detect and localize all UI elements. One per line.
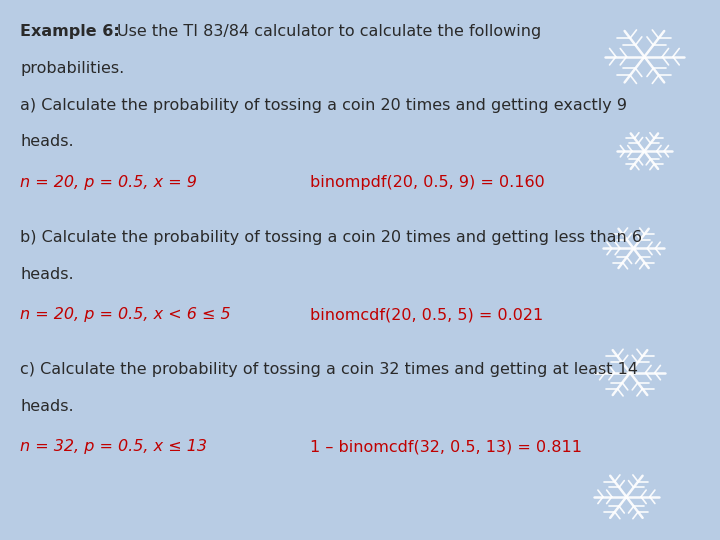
Text: binomcdf(20, 0.5, 5) = 0.021: binomcdf(20, 0.5, 5) = 0.021	[310, 307, 543, 322]
Text: binompdf(20, 0.5, 9) = 0.160: binompdf(20, 0.5, 9) = 0.160	[310, 175, 544, 190]
Text: a) Calculate the probability of tossing a coin 20 times and getting exactly 9: a) Calculate the probability of tossing …	[20, 98, 627, 113]
Text: heads.: heads.	[20, 399, 73, 414]
Text: Use the TI 83/84 calculator to calculate the following: Use the TI 83/84 calculator to calculate…	[117, 24, 541, 39]
Text: n = 32, p = 0.5, x ≤ 13: n = 32, p = 0.5, x ≤ 13	[20, 439, 207, 454]
Text: b) Calculate the probability of tossing a coin 20 times and getting less than 6: b) Calculate the probability of tossing …	[20, 230, 642, 245]
Text: n = 20, p = 0.5, x = 9: n = 20, p = 0.5, x = 9	[20, 175, 197, 190]
Text: probabilities.: probabilities.	[20, 61, 125, 76]
Text: Example 6:: Example 6:	[20, 24, 120, 39]
Text: heads.: heads.	[20, 134, 73, 150]
Text: heads.: heads.	[20, 267, 73, 282]
Text: c) Calculate the probability of tossing a coin 32 times and getting at least 14: c) Calculate the probability of tossing …	[20, 362, 638, 377]
Text: 1 – binomcdf(32, 0.5, 13) = 0.811: 1 – binomcdf(32, 0.5, 13) = 0.811	[310, 439, 582, 454]
Text: n = 20, p = 0.5, x < 6 ≤ 5: n = 20, p = 0.5, x < 6 ≤ 5	[20, 307, 231, 322]
